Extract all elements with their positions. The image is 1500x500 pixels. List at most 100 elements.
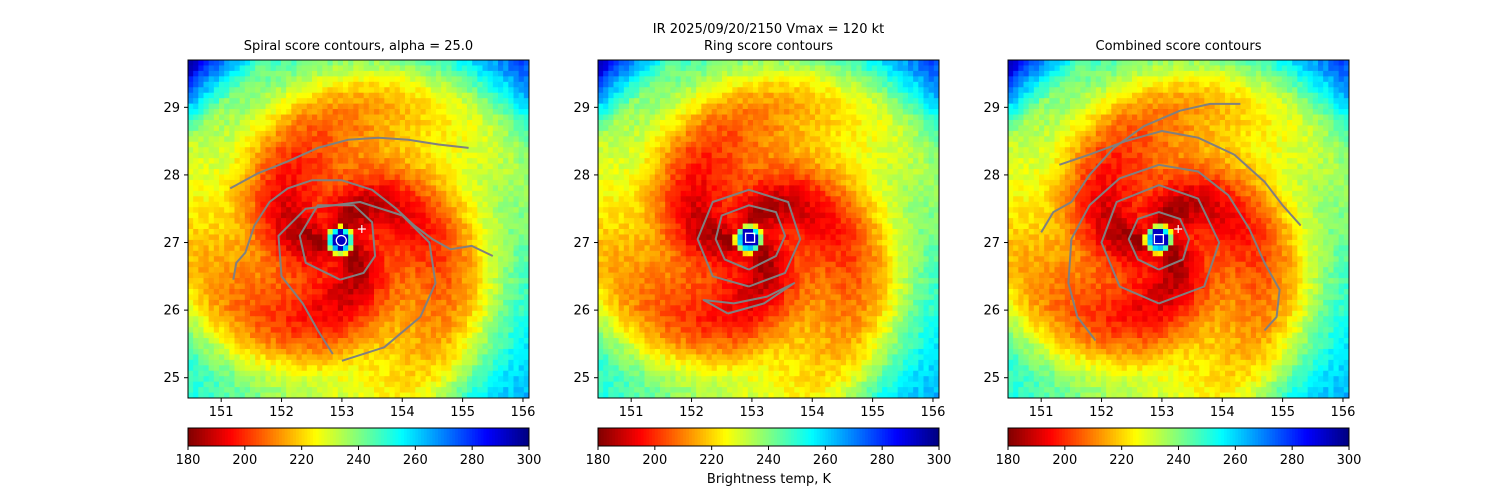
heatmap-cell [623, 109, 630, 116]
heatmap-cell [265, 152, 272, 159]
heatmap-cell [436, 136, 442, 143]
heatmap-cell [327, 125, 334, 132]
heatmap-cell [270, 359, 277, 366]
heatmap-cell [441, 98, 447, 105]
heatmap-cell [224, 147, 230, 154]
heatmap-cell [405, 392, 411, 398]
heatmap-cell [451, 288, 458, 296]
heatmap-cell [332, 81, 339, 88]
heatmap-cell [219, 234, 225, 241]
heatmap-cell [451, 283, 458, 290]
heatmap-cell [306, 174, 313, 181]
heatmap-cell [623, 392, 630, 398]
heatmap-cell [603, 316, 609, 323]
heatmap-cell [270, 179, 277, 186]
heatmap-cell [265, 256, 272, 263]
heatmap-cell [420, 98, 427, 105]
heatmap-cell [343, 185, 349, 192]
heatmap-cell [613, 60, 620, 67]
heatmap-cell [446, 125, 453, 132]
heatmap-cell [229, 310, 236, 317]
heatmap-cell [461, 387, 468, 394]
heatmap-cell [482, 288, 489, 296]
heatmap-cell [193, 332, 199, 339]
heatmap-cell [244, 130, 251, 137]
heatmap-cell [203, 288, 210, 296]
heatmap-cell [312, 278, 318, 285]
heatmap-cell [384, 163, 391, 170]
heatmap-cell [608, 354, 615, 361]
colorbar-segment [278, 428, 283, 446]
heatmap-cell [384, 174, 391, 181]
heatmap-cell [255, 376, 261, 383]
heatmap-cell [482, 332, 489, 339]
heatmap-cell [425, 92, 432, 99]
heatmap-cell [518, 212, 525, 219]
heatmap-cell [270, 348, 277, 355]
heatmap-cell [327, 81, 334, 88]
heatmap-cell [379, 256, 385, 263]
heatmap-cell [420, 141, 427, 148]
heatmap-cell [332, 174, 339, 181]
heatmap-cell [384, 370, 391, 377]
heatmap-cell [239, 218, 246, 225]
heatmap-cell [618, 185, 625, 192]
heatmap-cell [379, 76, 385, 83]
heatmap-cell [343, 332, 349, 339]
heatmap-cell [608, 343, 615, 350]
heatmap-cell [451, 359, 458, 366]
heatmap-cell [270, 283, 277, 290]
heatmap-cell [301, 376, 308, 383]
heatmap-cell [255, 294, 261, 301]
heatmap-cell [275, 109, 282, 116]
heatmap-cell [301, 310, 308, 317]
heatmap-cell [405, 130, 411, 137]
heatmap-cell [384, 218, 391, 225]
heatmap-cell [332, 261, 339, 268]
heatmap-cell [503, 207, 509, 214]
colorbar-segment [452, 428, 456, 446]
heatmap-cell [389, 310, 396, 317]
heatmap-cell [472, 272, 478, 279]
heatmap-cell [286, 392, 292, 398]
heatmap-cell [270, 190, 277, 197]
heatmap-cell [332, 196, 339, 203]
heatmap-cell [379, 245, 385, 252]
heatmap-cell [270, 185, 277, 192]
heatmap-cell [492, 359, 499, 366]
heatmap-cell [623, 305, 630, 312]
heatmap-cell [296, 365, 303, 372]
heatmap-cell [368, 359, 375, 366]
heatmap-cell [219, 376, 225, 383]
heatmap-cell [608, 316, 615, 323]
heatmap-cell [348, 174, 354, 181]
heatmap-cell [322, 316, 329, 323]
heatmap-cell [239, 196, 246, 203]
heatmap-cell [275, 158, 282, 165]
heatmap-cell [629, 212, 635, 219]
heatmap-cell [467, 327, 473, 334]
heatmap-cell [193, 98, 199, 105]
heatmap-cell [598, 76, 604, 83]
heatmap-cell [379, 136, 385, 143]
heatmap-cell [213, 272, 220, 279]
heatmap-cell [415, 136, 422, 143]
heatmap-cell [208, 76, 215, 83]
heatmap-cell [467, 376, 473, 383]
heatmap-cell [286, 152, 292, 159]
heatmap-cell [275, 114, 282, 121]
heatmap-cell [405, 327, 411, 334]
colorbar-segment [318, 428, 323, 446]
heatmap-cell [518, 92, 525, 99]
heatmap-cell [508, 65, 515, 72]
heatmap-cell [399, 261, 406, 268]
heatmap-cell [188, 130, 194, 137]
heatmap-cell [296, 278, 303, 285]
heatmap-cell [523, 179, 529, 186]
heatmap-cell [260, 185, 267, 192]
heatmap-cell [456, 223, 463, 230]
heatmap-cell [306, 212, 313, 219]
heatmap-cell [618, 179, 625, 186]
heatmap-cell [523, 267, 529, 274]
heatmap-cell [301, 245, 308, 252]
